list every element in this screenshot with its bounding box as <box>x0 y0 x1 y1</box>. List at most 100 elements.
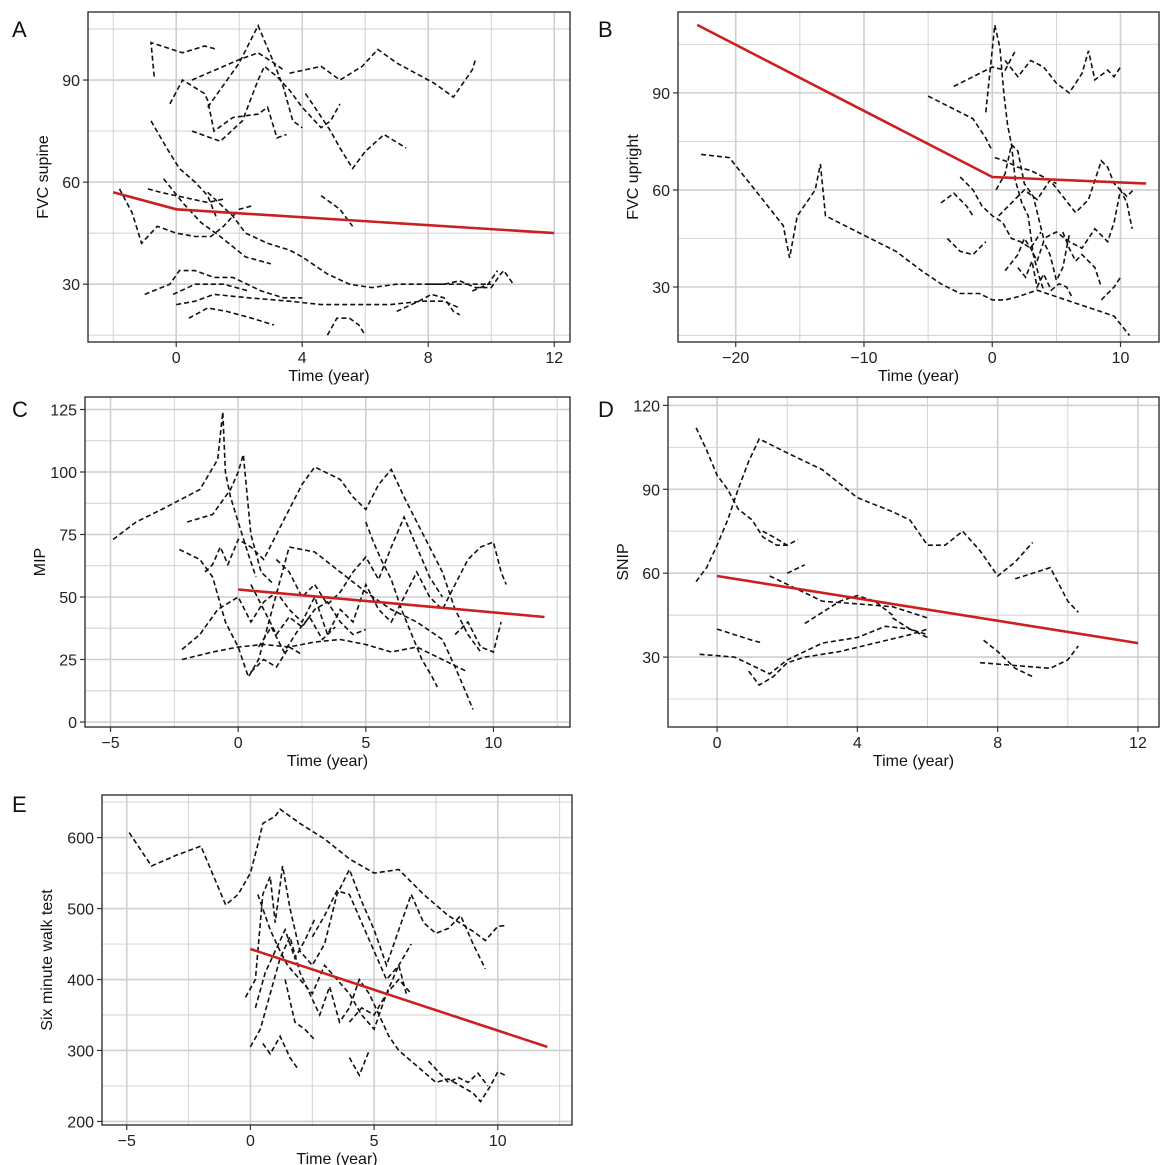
y-tick-label: 125 <box>50 403 77 420</box>
x-tick-label: 4 <box>853 735 862 752</box>
y-axis-title: Six minute walk test <box>39 889 56 1031</box>
x-tick-label: 4 <box>298 350 307 367</box>
panel-letter-e: E <box>12 792 27 817</box>
x-tick-label: −20 <box>722 350 749 367</box>
x-tick-label: −5 <box>101 735 119 752</box>
patient-trajectory <box>144 269 303 299</box>
patient-trajectory <box>176 293 461 309</box>
panel-letter-b: B <box>598 17 613 42</box>
patient-trajectory <box>128 808 506 942</box>
y-tick-label: 60 <box>652 183 670 200</box>
panel-letter-c: C <box>12 397 28 422</box>
x-tick-label: −10 <box>850 350 877 367</box>
plot-background <box>668 397 1159 727</box>
patient-trajectory <box>716 628 763 644</box>
panel-a-plot: 0 4 8 12 30 60 90 Time (year) FVC supine <box>35 11 571 385</box>
y-tick-label: 0 <box>68 715 77 732</box>
x-tick-label: 10 <box>489 1133 507 1150</box>
gridlines <box>102 795 572 1125</box>
y-tick-label: 50 <box>59 590 77 607</box>
patient-trajectory <box>927 95 994 152</box>
fitted-trend-line <box>716 574 1139 645</box>
patient-trajectory <box>150 41 218 77</box>
patient-trajectory <box>985 24 1045 291</box>
fitted-trend-line <box>696 23 1147 185</box>
patient-trajectory <box>1017 258 1073 298</box>
y-tick-label: 60 <box>642 566 660 583</box>
patient-trajectory <box>762 530 788 546</box>
patient-trajectory <box>147 188 224 204</box>
patient-trajectory <box>983 639 1034 678</box>
patient-trajectory <box>454 620 502 654</box>
patient-trajectory <box>181 638 469 673</box>
y-tick-label: 600 <box>67 831 94 848</box>
patient-trajectory <box>204 465 482 653</box>
x-tick-label: 5 <box>370 1133 379 1150</box>
patient-trajectory <box>953 50 1017 88</box>
patient-trajectory <box>892 617 928 636</box>
patient-trajectory <box>994 156 1057 185</box>
plot-frame <box>667 396 1160 728</box>
x-tick-label: 12 <box>545 350 563 367</box>
x-tick-label: 0 <box>172 350 181 367</box>
x-tick-label: 8 <box>424 350 433 367</box>
plot-frame <box>101 794 573 1126</box>
patient-trajectory <box>249 934 506 1103</box>
plot-background <box>678 12 1159 342</box>
y-axis-title: SNIP <box>615 543 632 580</box>
panel-letter-d: D <box>598 397 614 422</box>
panel-e: E −5 0 5 10 200 300 400 500 600 Time (year) Six mi… <box>12 792 573 1165</box>
patient-trajectory <box>284 979 316 1041</box>
y-tick-label: 90 <box>652 86 670 103</box>
x-tick-label: 0 <box>234 735 243 752</box>
y-tick-label: 200 <box>67 1114 94 1131</box>
trajectories <box>695 427 1079 687</box>
x-tick-label: 0 <box>246 1133 255 1150</box>
patient-trajectory <box>326 317 366 336</box>
patient-trajectory <box>304 93 407 170</box>
y-tick-label: 25 <box>59 653 77 670</box>
trajectories <box>118 23 514 336</box>
patient-trajectory <box>207 23 303 129</box>
x-tick-label: 0 <box>713 735 722 752</box>
y-tick-label: 90 <box>62 73 80 90</box>
patient-trajectory <box>1014 566 1079 613</box>
y-tick-label: 30 <box>62 277 80 294</box>
fitted-trend-line <box>249 947 548 1049</box>
patient-trajectory <box>257 615 336 654</box>
patient-trajectory <box>169 78 287 139</box>
patient-trajectory <box>179 546 474 710</box>
patient-trajectory <box>181 540 507 651</box>
y-tick-label: 120 <box>633 398 660 415</box>
panel-b-plot: −20 −10 0 10 30 60 90 Time (year) FVC upright <box>625 11 1160 385</box>
y-tick-label: 300 <box>67 1043 94 1060</box>
panel-e-plot: −5 0 5 10 200 300 400 500 600 Time (year) Six minu… <box>39 794 573 1165</box>
patient-trajectory <box>995 142 1133 250</box>
plot-frame <box>677 11 1160 343</box>
x-tick-label: 12 <box>1129 735 1147 752</box>
x-tick-label: 0 <box>988 350 997 367</box>
patient-trajectory <box>262 1034 299 1069</box>
y-axis-title: FVC upright <box>625 134 642 220</box>
y-tick-label: 30 <box>652 280 670 297</box>
patient-trajectory <box>1100 276 1122 301</box>
x-tick-label: 8 <box>993 735 1002 752</box>
y-tick-label: 90 <box>642 482 660 499</box>
trajectories <box>701 24 1134 336</box>
patient-trajectory <box>250 584 367 637</box>
patient-trajectory <box>188 307 275 326</box>
patient-trajectory <box>348 1050 370 1078</box>
patient-trajectory <box>959 176 1042 250</box>
patient-trajectory <box>748 628 928 687</box>
gridlines <box>668 397 1159 727</box>
y-tick-label: 400 <box>67 973 94 990</box>
patient-trajectory <box>289 48 477 99</box>
x-tick-label: 10 <box>1112 350 1130 367</box>
x-axis-title: Time (year) <box>873 753 954 770</box>
panel-a: A 0 4 8 12 30 60 90 Time (year) FVC supine <box>12 11 571 385</box>
patient-trajectory <box>946 237 987 256</box>
patient-trajectory <box>112 411 257 578</box>
patient-trajectory <box>695 437 1034 583</box>
